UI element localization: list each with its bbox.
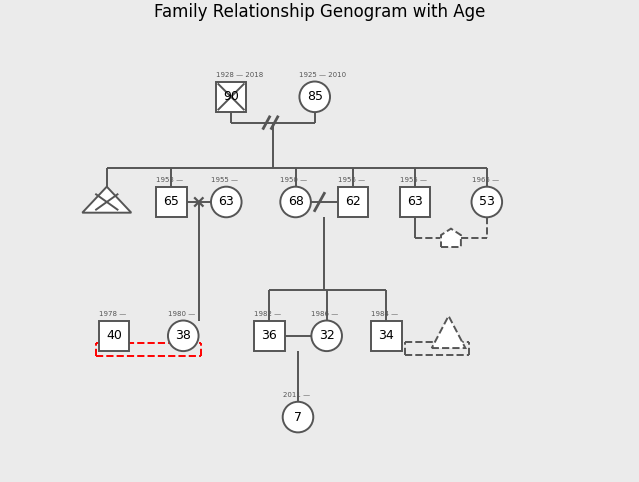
Bar [400,187,431,217]
Polygon shape [432,316,465,348]
Text: 34: 34 [378,329,394,342]
Circle shape [472,187,502,217]
Text: 90: 90 [223,90,239,103]
Text: 1982 —: 1982 — [254,311,281,317]
Text: 1986 —: 1986 — [311,311,339,317]
Bar [216,81,247,112]
Text: 40: 40 [106,329,122,342]
Bar [371,321,402,351]
Bar [156,187,187,217]
Text: 68: 68 [288,196,304,209]
Polygon shape [82,187,131,213]
Text: 2011 —: 2011 — [282,392,310,398]
Text: 1953 —: 1953 — [156,177,183,183]
Text: 7: 7 [294,411,302,424]
Text: 1980 —: 1980 — [168,311,196,317]
Text: 53: 53 [479,196,495,209]
Circle shape [311,321,342,351]
Text: 1984 —: 1984 — [371,311,398,317]
Polygon shape [441,228,461,247]
Text: 36: 36 [261,329,277,342]
Circle shape [282,402,313,432]
Title: Family Relationship Genogram with Age: Family Relationship Genogram with Age [154,3,485,21]
Text: 65: 65 [164,196,180,209]
Text: 1956 —: 1956 — [337,177,365,183]
Text: 85: 85 [307,90,323,103]
Text: 62: 62 [345,196,361,209]
Circle shape [281,187,311,217]
Text: 63: 63 [407,196,423,209]
Text: 1925 — 2010: 1925 — 2010 [300,72,346,78]
Text: 1965 —: 1965 — [472,177,498,183]
Circle shape [300,81,330,112]
Bar [98,321,129,351]
Text: 32: 32 [319,329,335,342]
Bar [337,187,368,217]
Text: 38: 38 [175,329,191,342]
Text: 1950 —: 1950 — [281,177,307,183]
Text: 1978 —: 1978 — [98,311,126,317]
Text: 1955 —: 1955 — [400,177,427,183]
Text: 1928 — 2018: 1928 — 2018 [216,72,263,78]
Text: 63: 63 [219,196,234,209]
Bar [254,321,284,351]
Circle shape [168,321,199,351]
Text: 1955 —: 1955 — [211,177,238,183]
Circle shape [211,187,242,217]
